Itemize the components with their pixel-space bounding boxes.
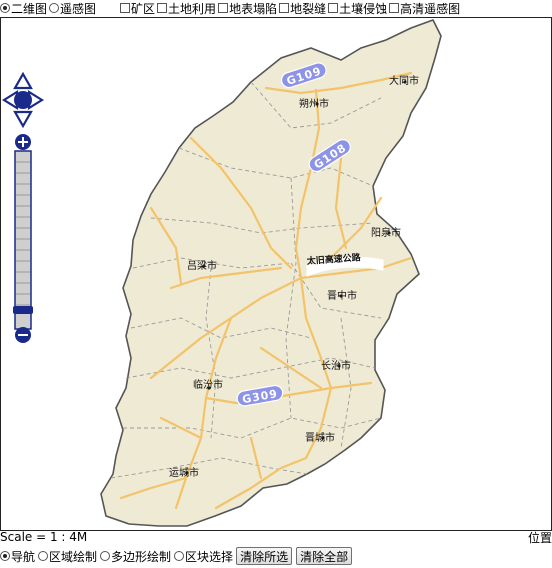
- base-2d-radio[interactable]: [0, 3, 10, 13]
- fissure-label: 地裂缝: [290, 1, 327, 16]
- city-label-datong: 大同市: [389, 74, 419, 87]
- tool-bar: 导航 区域绘制 多边形绘制 区块选择 清除所选 清除全部: [0, 545, 356, 567]
- block-select-label: 区块选择: [185, 549, 234, 564]
- city-label-linfen: 临汾市: [193, 378, 223, 391]
- polygon-draw-radio[interactable]: [100, 551, 111, 561]
- subsidence-layer-option[interactable]: 地表塌陷: [218, 0, 277, 17]
- status-bar: Scale = 1 : 4M 位置: [0, 530, 552, 545]
- hires-layer-option[interactable]: 高清遥感图: [389, 0, 460, 17]
- region-draw-label: 区域绘制: [49, 549, 98, 564]
- base-rs-radio[interactable]: [49, 3, 60, 13]
- erosion-checkbox[interactable]: [328, 3, 339, 13]
- zoom-track[interactable]: [14, 150, 32, 330]
- clear-selected-button[interactable]: 清除所选: [236, 547, 293, 565]
- hires-label: 高清遥感图: [400, 1, 461, 16]
- polygon-draw-label: 多边形绘制: [111, 549, 172, 564]
- city-label-yangquan: 阳泉市: [371, 226, 401, 239]
- pan-up-icon[interactable]: [13, 71, 33, 90]
- landuse-layer-option[interactable]: 土地利用: [157, 0, 216, 17]
- shield-g108: G108: [308, 139, 351, 173]
- tool-block-select[interactable]: 区块选择: [174, 548, 233, 565]
- tool-navigate[interactable]: 导航: [0, 548, 35, 565]
- pan-down-icon[interactable]: [13, 110, 33, 129]
- erosion-label: 土壤侵蚀: [339, 1, 388, 16]
- position-readout: 位置: [527, 530, 552, 545]
- city-label-jinzhong: 晋中市: [327, 289, 357, 302]
- layer-bar: 二维图 遥感图 矿区 土地利用 地表塌陷 地裂缝 土壤侵蚀 高清遥感图: [0, 0, 462, 16]
- province-polygon[interactable]: [100, 19, 442, 527]
- city-label-yuncheng: 运城市: [169, 466, 199, 479]
- shield-g309-text: G309: [241, 387, 279, 406]
- map-viewport[interactable]: 大同市 朔州市 阳泉市 吕梁市 晋中市 长治市 临汾市 晋城市 运城市 太旧高速…: [0, 17, 552, 531]
- hires-checkbox[interactable]: [389, 3, 400, 13]
- city-markers: [185, 80, 407, 475]
- subsidence-label: 地表塌陷: [229, 1, 278, 16]
- fissure-layer-option[interactable]: 地裂缝: [279, 0, 326, 17]
- city-label-jincheng: 晋城市: [305, 431, 335, 444]
- map-canvas[interactable]: 大同市 朔州市 阳泉市 吕梁市 晋中市 长治市 临汾市 晋城市 运城市 太旧高速…: [1, 18, 551, 530]
- zoom-ticks: [16, 161, 30, 306]
- fissure-checkbox[interactable]: [279, 3, 290, 13]
- expressway-label: 太旧高速公路: [305, 251, 384, 277]
- tool-polygon-draw[interactable]: 多边形绘制: [100, 548, 171, 565]
- base-rs-label: 遥感图: [60, 1, 97, 16]
- erosion-layer-option[interactable]: 土壤侵蚀: [328, 0, 387, 17]
- block-select-radio[interactable]: [174, 551, 185, 561]
- mine-checkbox[interactable]: [120, 3, 131, 13]
- mine-layer-option[interactable]: 矿区: [120, 0, 155, 17]
- city-label-shuozhou: 朔州市: [299, 97, 329, 110]
- clear-all-button[interactable]: 清除全部: [296, 547, 353, 565]
- city-label-changzhi: 长治市: [321, 359, 351, 372]
- tool-region-draw[interactable]: 区域绘制: [38, 548, 97, 565]
- navigate-radio[interactable]: [0, 551, 10, 561]
- subsidence-checkbox[interactable]: [218, 3, 229, 13]
- navigate-label: 导航: [11, 549, 36, 564]
- pan-control[interactable]: [1, 71, 45, 129]
- base-2d-label: 二维图: [11, 1, 48, 16]
- landuse-label: 土地利用: [168, 1, 217, 16]
- pan-center-icon[interactable]: [14, 91, 32, 109]
- expressway-name: 太旧高速公路: [305, 251, 362, 267]
- mine-label: 矿区: [131, 1, 156, 16]
- landuse-checkbox[interactable]: [157, 3, 168, 13]
- shield-g309: G309: [236, 384, 284, 407]
- region-draw-radio[interactable]: [38, 551, 49, 561]
- base-rs-option[interactable]: 遥感图: [49, 0, 96, 17]
- zoom-control[interactable]: [13, 134, 33, 343]
- city-label-lvliang: 吕梁市: [187, 259, 217, 272]
- zoom-handle[interactable]: [13, 306, 33, 314]
- base-2d-option[interactable]: 二维图: [0, 0, 47, 17]
- scale-readout: Scale = 1 : 4M: [0, 530, 88, 544]
